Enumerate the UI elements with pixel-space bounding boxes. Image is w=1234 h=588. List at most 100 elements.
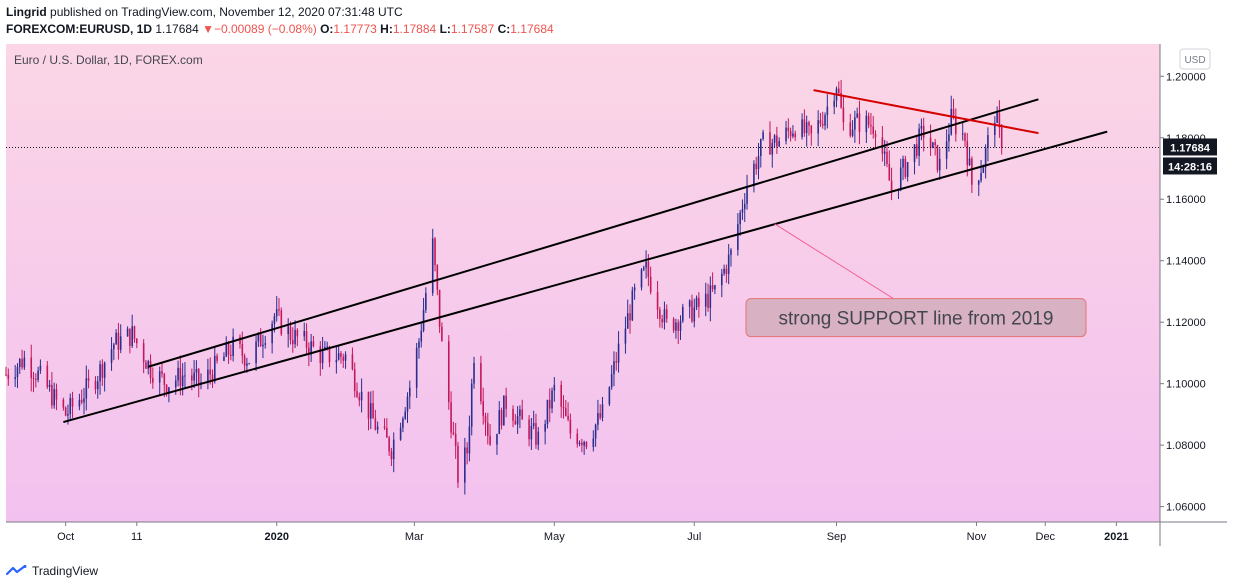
countdown-tag-bg xyxy=(1163,157,1217,175)
candle-body xyxy=(149,361,152,378)
candle-body xyxy=(640,269,643,288)
candle-body xyxy=(489,435,491,445)
candle-body xyxy=(906,162,909,177)
candle-body xyxy=(516,415,519,425)
candle-body xyxy=(422,309,425,331)
candle-body xyxy=(711,285,714,290)
candle-body xyxy=(787,127,790,131)
candle-body xyxy=(681,306,684,321)
candle-body xyxy=(730,249,732,255)
x-tick-label: 2020 xyxy=(264,531,288,543)
candle-body xyxy=(934,142,936,146)
price-chart[interactable]: 1.200001.180001.160001.140001.120001.100… xyxy=(0,40,1234,550)
candle-body xyxy=(408,387,411,397)
candle-body xyxy=(388,437,390,452)
candle-body xyxy=(870,125,872,127)
candle-body xyxy=(69,397,72,414)
candle-body xyxy=(321,349,324,364)
candle-body xyxy=(115,332,117,345)
candle-body xyxy=(746,186,748,204)
candle-body xyxy=(528,419,530,440)
candle-body xyxy=(675,322,677,331)
candle-body xyxy=(484,416,487,423)
candle-body xyxy=(757,156,760,170)
annotation-text: strong SUPPORT line from 2019 xyxy=(779,309,1054,330)
candle-body xyxy=(246,363,248,366)
candle-body xyxy=(213,355,216,382)
candle-body xyxy=(704,293,707,307)
candle-body xyxy=(544,424,546,432)
candle-body xyxy=(239,336,241,344)
candle-body xyxy=(342,356,345,361)
currency-button[interactable]: USD xyxy=(1179,48,1211,70)
candle-body xyxy=(633,287,636,291)
y-tick-label: 1.14000 xyxy=(1166,256,1206,268)
candle-body xyxy=(110,349,113,363)
trendlines-group xyxy=(63,89,1108,424)
candle-body xyxy=(259,333,262,347)
candle-body xyxy=(553,384,556,391)
candle-body xyxy=(773,135,776,143)
annotation-box xyxy=(745,298,1087,338)
footer-branding: TradingView xyxy=(6,561,98,581)
high-value: 1.17884 xyxy=(392,22,437,36)
candle-body xyxy=(83,398,85,403)
y-tick-label: 1.08000 xyxy=(1166,440,1206,452)
tradingview-brand-text[interactable]: TradingView xyxy=(32,564,99,578)
annotation-callout[interactable]: strong SUPPORT line from 2019 xyxy=(745,298,1087,338)
candle-body xyxy=(425,293,427,310)
last-price-text: 1.17684 xyxy=(155,22,199,36)
candle-body xyxy=(778,141,780,147)
candle-body xyxy=(532,423,535,427)
candle-body xyxy=(691,300,693,322)
candle-body xyxy=(280,310,283,335)
candle-body xyxy=(760,138,762,157)
last-price-tag-bg xyxy=(1163,138,1217,156)
candle-body xyxy=(67,413,69,416)
candle-body xyxy=(16,367,19,378)
candle-body xyxy=(64,407,67,416)
candle-body xyxy=(851,129,854,136)
candle-body xyxy=(725,268,728,274)
candle-body xyxy=(987,135,989,149)
candle-body xyxy=(932,142,934,148)
candle-body xyxy=(351,354,354,370)
currency-label: USD xyxy=(1184,55,1205,66)
candle-body xyxy=(530,426,533,440)
candle-body xyxy=(888,164,891,181)
candle-body xyxy=(737,224,739,250)
low-label: L: xyxy=(439,22,451,36)
trendline-channel-upper xyxy=(147,98,1039,368)
price-axis[interactable]: 1.200001.180001.160001.140001.120001.100… xyxy=(1160,71,1206,514)
time-axis[interactable]: Oct 11 2020 Mar May Jul Sep Nov Dec 2021 xyxy=(57,522,1129,543)
candle-body xyxy=(390,451,393,460)
candle-body xyxy=(665,309,668,319)
candle-body xyxy=(262,344,264,347)
candle-body xyxy=(535,423,537,445)
candle-body xyxy=(755,163,758,170)
x-tick-label: Mar xyxy=(405,531,424,543)
candle-body xyxy=(998,112,1001,128)
candle-body xyxy=(980,172,982,181)
candle-body xyxy=(918,128,920,156)
candle-body xyxy=(39,365,42,371)
candle-body xyxy=(659,309,661,320)
candle-body xyxy=(849,122,852,136)
candle-body xyxy=(693,307,696,322)
candle-body xyxy=(271,323,273,344)
candle-body xyxy=(567,415,569,420)
countdown-tag-text: 14:28:16 xyxy=(1168,161,1212,173)
candle-body xyxy=(899,167,902,189)
candle-body xyxy=(709,285,712,308)
author-name[interactable]: Lingrid xyxy=(6,5,47,19)
candle-body xyxy=(454,434,457,446)
candle-body xyxy=(920,125,923,129)
candle-body xyxy=(129,328,131,346)
candle-body xyxy=(87,378,90,381)
candle-body xyxy=(99,364,101,382)
candle-body xyxy=(505,395,507,409)
candle-body xyxy=(37,370,39,380)
candle-body xyxy=(113,344,115,350)
candle-body xyxy=(560,384,563,407)
candle-body xyxy=(594,424,597,439)
